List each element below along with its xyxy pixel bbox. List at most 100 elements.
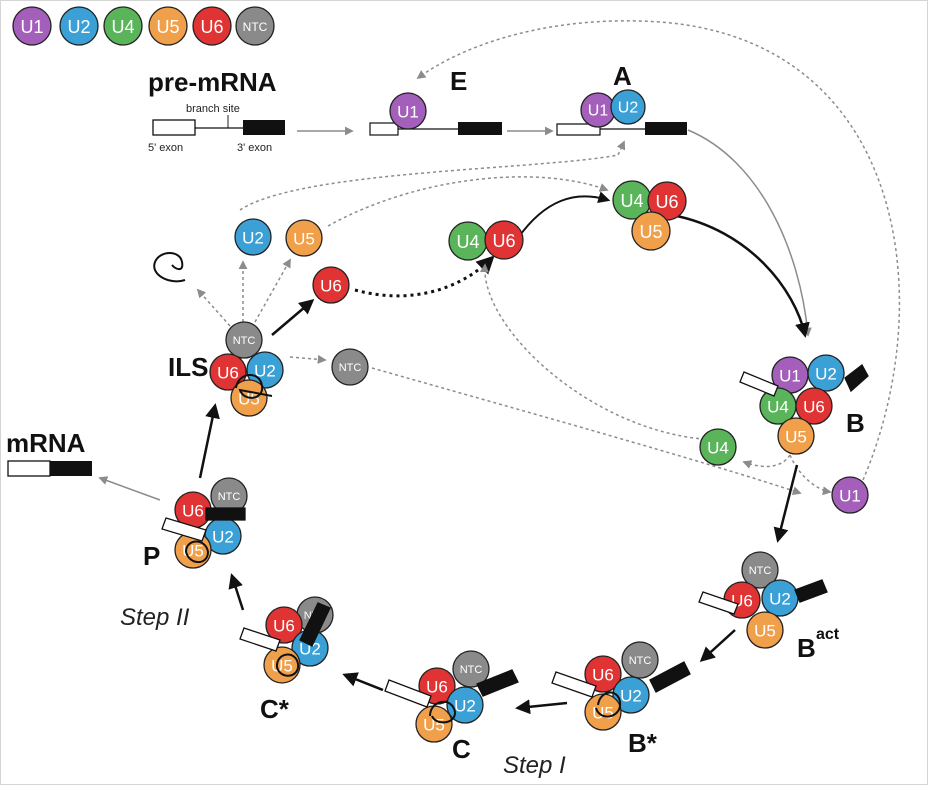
Cstar-exon3 bbox=[299, 602, 331, 647]
P-ntc: NTC bbox=[210, 477, 248, 515]
B-exon3 bbox=[844, 364, 869, 393]
particle-label-u4: U4 bbox=[707, 439, 729, 458]
pre-mrna-title: pre-mRNA bbox=[148, 67, 277, 97]
complex-Bstar-label: B* bbox=[628, 728, 658, 758]
arrow-B-release-U4 bbox=[742, 454, 791, 469]
lariat-intron bbox=[153, 252, 186, 283]
B-u5: U5 bbox=[777, 417, 815, 455]
B-exon5 bbox=[739, 371, 779, 397]
particle-label-u5: U5 bbox=[592, 704, 614, 723]
B-u4: U4 bbox=[759, 387, 797, 425]
u4u6-u4: U4 bbox=[448, 221, 488, 261]
particle-label-u2: U2 bbox=[299, 640, 321, 659]
arrow-ILS-to-U5 bbox=[254, 258, 291, 323]
C-lariat bbox=[429, 701, 456, 724]
arrows-layer bbox=[98, 20, 901, 715]
arrow-B-release-U1 bbox=[789, 454, 832, 496]
complex-Cstar-label: C* bbox=[260, 694, 290, 724]
Cstar-lariat bbox=[275, 653, 300, 677]
A-u2: U2 bbox=[610, 89, 646, 125]
complex-E-label: E bbox=[450, 66, 467, 96]
Bstar-lariat bbox=[595, 691, 622, 718]
released-u5: U5 bbox=[285, 219, 323, 257]
E-substrate bbox=[369, 122, 502, 136]
particle-label-u5: U5 bbox=[293, 230, 315, 249]
arrow-U4-recycle-to-u4u6 bbox=[479, 263, 724, 441]
snrnp-particles: U1 U2 U4 U5 U6 NTC U1 U1 U2 U4 U6 U4 U6 U5 U2 U5 U6 NTC U1… bbox=[12, 6, 869, 743]
particle-label-u4: U4 bbox=[456, 232, 479, 252]
P-exon3 bbox=[205, 507, 246, 521]
exon5-box bbox=[152, 119, 196, 136]
particle-label-u6: U6 bbox=[273, 617, 295, 636]
exon3-box bbox=[243, 120, 285, 135]
Cstar-exon5 bbox=[239, 627, 281, 652]
arrow-Bact-to-Bstar bbox=[699, 629, 736, 663]
P-lariat bbox=[185, 540, 210, 564]
tri-u6: U6 bbox=[647, 181, 687, 221]
mrna-product bbox=[7, 460, 92, 477]
Bstar-exon5 bbox=[551, 671, 597, 698]
arrow-ILS-to-U6 bbox=[271, 299, 315, 336]
particle-label-u2: U2 bbox=[254, 362, 276, 381]
arrow-U5-recycle-to-trisnrnp bbox=[327, 176, 609, 227]
arrow-ILS-to-NTC bbox=[289, 354, 327, 364]
complex-ILS-label: ILS bbox=[168, 352, 208, 382]
particle-label-ntc: NTC bbox=[749, 565, 772, 577]
arrow-A-to-B bbox=[687, 129, 812, 337]
particle-label-u1: U1 bbox=[839, 487, 861, 506]
arrow-ILS-to-lariat bbox=[196, 288, 231, 327]
released-u6: U6 bbox=[312, 266, 350, 304]
complex-C-label: C bbox=[452, 734, 471, 764]
particle-label-ntc: NTC bbox=[233, 335, 256, 347]
ILS-lariat bbox=[235, 374, 273, 399]
arrow-Cstar-to-P bbox=[228, 573, 245, 611]
Bstar-u2: U2 bbox=[612, 676, 650, 714]
particle-label-u2: U2 bbox=[618, 100, 639, 117]
Bact-exon3 bbox=[794, 579, 828, 603]
particle-label-u2: U2 bbox=[242, 229, 264, 248]
exon3-label: 3' exon bbox=[237, 142, 272, 154]
legend-u4: U4 bbox=[103, 6, 143, 46]
exon5-label: 5' exon bbox=[148, 142, 183, 154]
particle-label-u6: U6 bbox=[492, 231, 515, 251]
particle-label-u6: U6 bbox=[182, 502, 204, 521]
particle-label-u6: U6 bbox=[200, 17, 223, 37]
complex-B-label: B bbox=[846, 408, 865, 438]
legend-u5: U5 bbox=[148, 6, 188, 46]
released-u1: U1 bbox=[831, 476, 869, 514]
released-u4: U4 bbox=[699, 428, 737, 466]
arrow-P-to-mRNA bbox=[98, 476, 161, 501]
arrow-C-to-Cstar bbox=[342, 672, 384, 692]
P-exon5 bbox=[161, 517, 207, 542]
step-I-label: Step I bbox=[503, 752, 566, 779]
Bstar-u6: U6 bbox=[584, 655, 622, 693]
complex-Bact-superscript: act bbox=[816, 626, 840, 643]
Bact-u2: U2 bbox=[761, 579, 799, 617]
particle-label-ntc: NTC bbox=[629, 655, 652, 667]
C-u2: U2 bbox=[446, 686, 484, 724]
particle-label-u5: U5 bbox=[156, 17, 179, 37]
particle-label-u5: U5 bbox=[271, 657, 293, 676]
Bstar-u5: U5 bbox=[584, 693, 622, 731]
particle-label-u5: U5 bbox=[639, 222, 662, 242]
particle-label-u2: U2 bbox=[815, 365, 837, 384]
legend-u1: U1 bbox=[12, 6, 52, 46]
C-exon3 bbox=[476, 669, 519, 697]
particle-label-u1: U1 bbox=[779, 367, 801, 386]
particle-label-u6: U6 bbox=[320, 277, 342, 296]
ILS-u6: U6 bbox=[209, 353, 247, 391]
particle-label-u6: U6 bbox=[426, 678, 448, 697]
B-u6: U6 bbox=[795, 387, 833, 425]
particle-label-u2: U2 bbox=[67, 17, 90, 37]
u4u6-u6: U6 bbox=[484, 220, 524, 260]
A-substrate bbox=[556, 122, 687, 136]
arrow-trisnrnp-to-B bbox=[671, 213, 810, 338]
ILS-u2: U2 bbox=[246, 351, 284, 389]
E-u1: U1 bbox=[389, 92, 427, 130]
particle-label-ntc: NTC bbox=[218, 491, 241, 503]
released-ntc: NTC bbox=[331, 348, 369, 386]
complex-labels: E A B B act B* C C* P ILS mRNA Step II S… bbox=[6, 61, 865, 779]
particle-label-u6: U6 bbox=[803, 398, 825, 417]
Bstar-ntc: NTC bbox=[621, 641, 659, 679]
